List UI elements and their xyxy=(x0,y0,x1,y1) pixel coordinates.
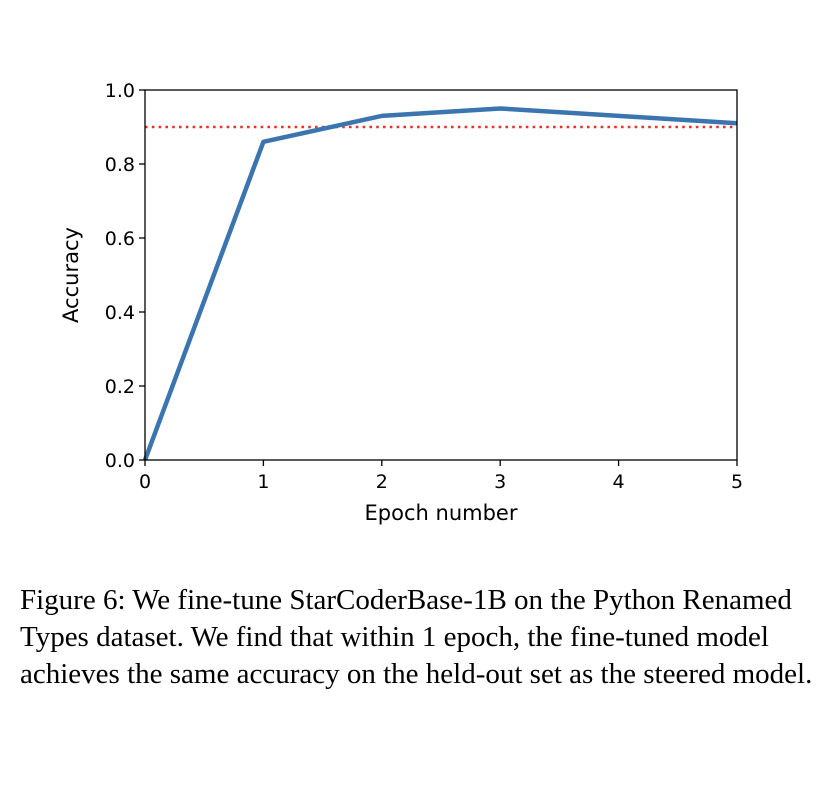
series-line-0 xyxy=(142,106,738,461)
y-axis-ticks: 0.0 0.2 0.4 0.6 0.8 1.0 xyxy=(105,80,145,472)
y-tick-label-0.2: 0.2 xyxy=(105,376,135,398)
y-tick-label-0.0: 0.0 xyxy=(105,450,135,472)
y-tick-label-0.6: 0.6 xyxy=(105,228,135,250)
y-axis-label: Accuracy xyxy=(59,227,83,323)
x-tick-label-0: 0 xyxy=(139,471,151,493)
x-tick-label-2: 2 xyxy=(376,471,388,493)
plot-area xyxy=(142,89,738,461)
x-axis-ticks: 0 1 2 3 4 5 xyxy=(139,460,743,493)
accuracy-line-chart: 0 1 2 3 4 5 0.0 0.2 0.4 0.6 0.8 1.0 Epoch number A… xyxy=(59,80,743,525)
y-tick-label-1.0: 1.0 xyxy=(105,80,135,102)
x-tick-label-3: 3 xyxy=(494,471,506,493)
y-tick-label-0.4: 0.4 xyxy=(105,302,135,324)
x-tick-label-5: 5 xyxy=(731,471,743,493)
y-tick-label-0.8: 0.8 xyxy=(105,154,135,176)
plot-frame xyxy=(144,89,738,461)
x-tick-label-4: 4 xyxy=(613,471,625,493)
x-axis-label: Epoch number xyxy=(365,501,518,525)
x-tick-label-1: 1 xyxy=(257,471,269,493)
figure-caption: Figure 6: We fine-tune StarCoderBase-1B … xyxy=(20,584,813,690)
